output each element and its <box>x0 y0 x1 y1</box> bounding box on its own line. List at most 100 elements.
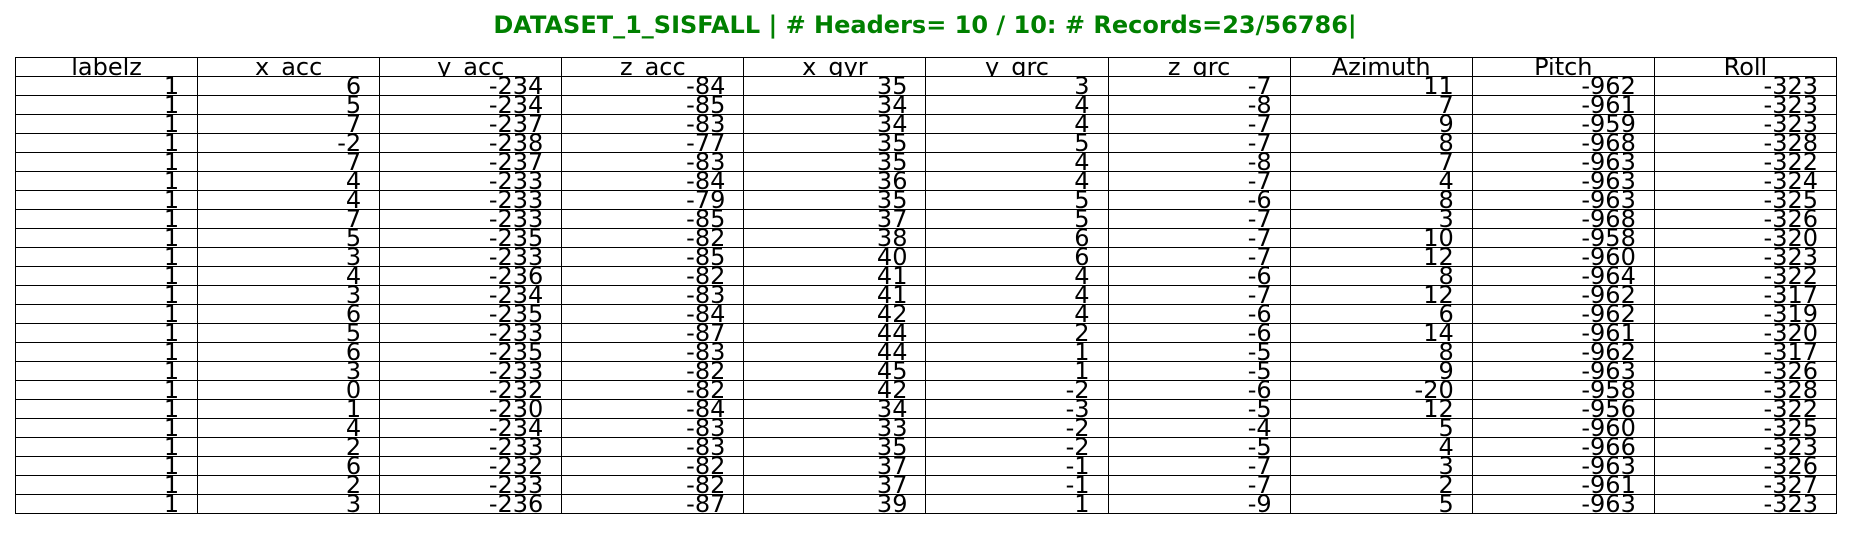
table-cell: -87 <box>561 323 745 343</box>
table-row: 1 6 -235 -84 42 4 -6 6 -962 -319 <box>14 304 1838 324</box>
table-cell: -84 <box>561 304 745 324</box>
table-cell: -233 <box>379 171 563 191</box>
table-cell: -6 <box>1107 190 1291 210</box>
table-cell: -7 <box>1107 76 1291 96</box>
table-cell: 0 <box>197 380 381 400</box>
table-cell: -233 <box>379 323 563 343</box>
table-cell: -237 <box>379 152 563 172</box>
column-header-y-acc: y_acc <box>379 57 563 77</box>
table-cell: -235 <box>379 342 563 362</box>
table-cell: 6 <box>1289 304 1473 324</box>
table-cell: 1 <box>14 285 199 305</box>
table-cell: -84 <box>561 171 745 191</box>
table-cell: -3 <box>925 399 1109 419</box>
table-cell: -9 <box>1107 494 1291 514</box>
table-cell: 6 <box>925 247 1109 267</box>
table-cell: 1 <box>14 76 199 96</box>
table-cell: 44 <box>743 323 927 343</box>
table-cell: 1 <box>14 399 199 419</box>
table-cell: 1 <box>14 323 199 343</box>
table-cell: -963 <box>1471 152 1655 172</box>
table-row: 1 7 -237 -83 34 4 -7 9 -959 -323 <box>14 114 1838 134</box>
table-cell: -84 <box>561 399 745 419</box>
table-row: 1 3 -236 -87 39 1 -9 5 -963 -323 <box>14 494 1838 514</box>
table-cell: -235 <box>379 304 563 324</box>
table-cell: -233 <box>379 190 563 210</box>
table-cell: -6 <box>1107 266 1291 286</box>
table-cell: -956 <box>1471 399 1655 419</box>
table-cell: -5 <box>1107 342 1291 362</box>
table-cell: 5 <box>925 190 1109 210</box>
table-cell: -83 <box>561 437 745 457</box>
table-cell: 1 <box>14 209 199 229</box>
table-cell: -328 <box>1653 133 1838 153</box>
table-cell: 1 <box>925 342 1109 362</box>
table-cell: 8 <box>1289 342 1473 362</box>
table-cell: -8 <box>1107 152 1291 172</box>
table-cell: 2 <box>197 437 381 457</box>
table-cell: 1 <box>14 114 199 134</box>
table-cell: -20 <box>1289 380 1473 400</box>
table-cell: -320 <box>1653 228 1838 248</box>
table-cell: 12 <box>1289 399 1473 419</box>
table-cell: 4 <box>197 171 381 191</box>
table-cell: 1 <box>14 418 199 438</box>
table-header: labelz x_acc y_acc z_acc x_gyr y_grc z_grc Azim… <box>14 57 1838 77</box>
table-cell: 34 <box>743 95 927 115</box>
table-cell: 1 <box>14 494 199 514</box>
table-cell: 4 <box>197 266 381 286</box>
table-cell: 37 <box>743 456 927 476</box>
table-cell: -7 <box>1107 285 1291 305</box>
table-cell: 6 <box>197 304 381 324</box>
table-cell: 1 <box>925 494 1109 514</box>
table-cell: 3 <box>197 285 381 305</box>
table-row: 1 4 -233 -79 35 5 -6 8 -963 -325 <box>14 190 1838 210</box>
table-cell: 35 <box>743 133 927 153</box>
table-cell: 1 <box>197 399 381 419</box>
table-cell: -83 <box>561 152 745 172</box>
table-cell: 1 <box>14 247 199 267</box>
table-cell: -323 <box>1653 76 1838 96</box>
table-cell: -962 <box>1471 76 1655 96</box>
table-cell: 37 <box>743 209 927 229</box>
table-cell: -7 <box>1107 456 1291 476</box>
table-row: 1 5 -235 -82 38 6 -7 10 -958 -320 <box>14 228 1838 248</box>
table-cell: -83 <box>561 342 745 362</box>
table-cell: 14 <box>1289 323 1473 343</box>
table-body: 1 6 -234 -84 35 3 -7 11 -962 -323 1 5 -234 -85 34 4 -8 7-… <box>14 76 1838 514</box>
table-cell: -82 <box>561 266 745 286</box>
table-cell: 1 <box>14 228 199 248</box>
table-cell: 7 <box>1289 95 1473 115</box>
table-cell: 44 <box>743 342 927 362</box>
table-cell: 10 <box>1289 228 1473 248</box>
table-cell: -77 <box>561 133 745 153</box>
table-cell: -2 <box>925 380 1109 400</box>
table-cell: 1 <box>14 152 199 172</box>
table-row: 1 5 -233 -87 44 2 -6 14 -961 -320 <box>14 323 1838 343</box>
table-cell: 8 <box>1289 190 1473 210</box>
table-cell: -322 <box>1653 266 1838 286</box>
table-cell: -964 <box>1471 266 1655 286</box>
table-cell: -8 <box>1107 95 1291 115</box>
table-row: 1 7 -233 -85 37 5 -7 3 -968 -326 <box>14 209 1838 229</box>
table-cell: -7 <box>1107 475 1291 495</box>
table-cell: -322 <box>1653 399 1838 419</box>
table-cell: -323 <box>1653 95 1838 115</box>
table-cell: -82 <box>561 475 745 495</box>
table-cell: -84 <box>561 76 745 96</box>
column-header-roll: Roll <box>1653 57 1838 77</box>
table-cell: -233 <box>379 475 563 495</box>
table-cell: -323 <box>1653 437 1838 457</box>
table-cell: 11 <box>1289 76 1473 96</box>
table-cell: 7 <box>197 114 381 134</box>
table-cell: -963 <box>1471 190 1655 210</box>
data-table: labelz x_acc y_acc z_acc x_gyr y_grc z_grc Azim… <box>14 57 1838 514</box>
table-cell: 39 <box>743 494 927 514</box>
table-cell: 38 <box>743 228 927 248</box>
table-row: 1 6 -235 -83 44 1 -5 8 -962 -317 <box>14 342 1838 362</box>
table-cell: 1 <box>14 456 199 476</box>
table-cell: -83 <box>561 418 745 438</box>
table-cell: -963 <box>1471 494 1655 514</box>
table-cell: -328 <box>1653 380 1838 400</box>
table-cell: 5 <box>197 228 381 248</box>
